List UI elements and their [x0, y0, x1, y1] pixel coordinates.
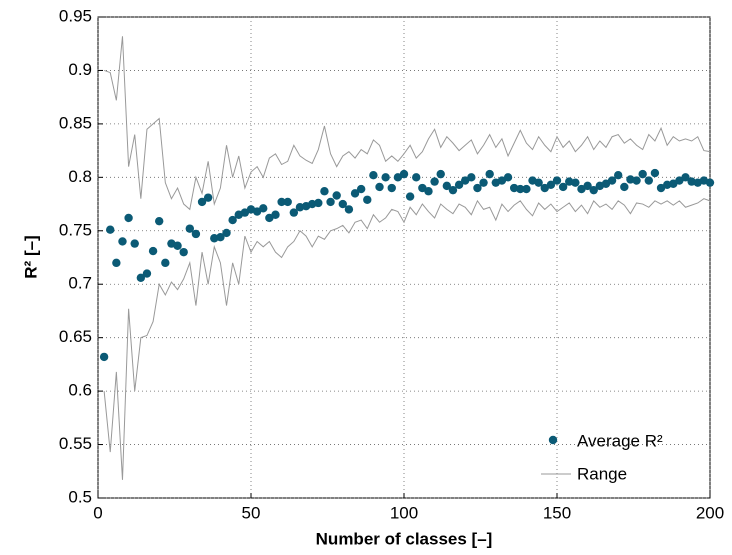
y-tick-label: 0.75	[59, 220, 92, 239]
y-tick-label: 0.8	[68, 167, 92, 186]
point	[387, 183, 396, 193]
point	[338, 199, 347, 209]
point	[571, 178, 580, 187]
point	[632, 176, 641, 185]
point	[155, 216, 164, 226]
point	[142, 269, 152, 278]
point	[534, 178, 543, 187]
x-axis-label: Number of classes [–]	[316, 529, 493, 548]
point	[332, 191, 341, 200]
point	[314, 198, 323, 208]
point	[522, 184, 531, 194]
point	[363, 195, 372, 204]
y-tick-label: 0.7	[68, 274, 92, 293]
range-line	[103, 198, 711, 480]
point	[369, 170, 378, 180]
legend-marker	[548, 435, 558, 445]
point	[216, 232, 225, 242]
point	[412, 173, 421, 182]
point	[583, 181, 592, 191]
x-tick-label: 200	[696, 503, 724, 522]
point	[326, 197, 335, 207]
point	[516, 184, 525, 194]
point	[356, 184, 366, 194]
point	[589, 185, 598, 195]
point	[430, 177, 439, 186]
point	[118, 237, 127, 246]
y-tick-label: 0.55	[59, 434, 92, 453]
point	[228, 215, 237, 225]
point	[191, 229, 201, 239]
x-tick-label: 150	[543, 503, 571, 522]
legend-label: Average R²	[577, 431, 663, 450]
point	[277, 197, 286, 207]
point	[705, 178, 715, 187]
point	[614, 170, 623, 180]
point	[424, 187, 433, 196]
x-tick-label: 50	[242, 503, 261, 522]
y-tick-label: 0.95	[59, 6, 92, 25]
point	[185, 224, 194, 233]
point	[320, 187, 329, 196]
point	[259, 204, 268, 213]
point	[681, 173, 690, 182]
point	[485, 169, 494, 179]
y-axis-label: R² [–]	[21, 235, 40, 278]
point	[289, 208, 299, 217]
point	[271, 210, 280, 219]
point	[136, 273, 146, 283]
point	[344, 205, 354, 214]
point	[203, 193, 213, 202]
point	[405, 192, 415, 201]
point	[650, 168, 660, 178]
x-tick-label: 0	[93, 503, 102, 522]
point	[222, 228, 231, 238]
point	[197, 197, 207, 207]
point	[375, 182, 384, 192]
point	[620, 182, 629, 192]
point	[99, 352, 109, 362]
y-tick-label: 0.5	[68, 487, 92, 506]
y-tick-label: 0.65	[59, 327, 92, 346]
legend-label: Range	[577, 464, 627, 483]
point	[381, 173, 390, 182]
point	[112, 258, 121, 268]
y-tick-label: 0.85	[59, 113, 92, 132]
point	[106, 225, 115, 234]
point	[546, 180, 556, 190]
point	[558, 182, 568, 192]
point	[479, 178, 488, 187]
point	[454, 180, 464, 190]
point	[130, 239, 139, 248]
y-tick-label: 0.9	[68, 60, 92, 79]
point	[442, 181, 452, 191]
point	[638, 169, 647, 179]
point	[399, 169, 409, 179]
point	[148, 246, 158, 256]
point	[161, 258, 170, 268]
x-tick-label: 100	[390, 503, 418, 522]
point	[124, 213, 133, 223]
point	[283, 197, 292, 207]
point	[350, 189, 360, 198]
point	[467, 173, 476, 182]
point	[448, 185, 458, 195]
point	[503, 173, 513, 182]
point	[179, 247, 188, 257]
y-tick-label: 0.6	[68, 381, 92, 400]
point	[607, 176, 617, 185]
point	[173, 241, 182, 250]
point	[552, 176, 562, 185]
range-line	[103, 36, 711, 211]
point	[473, 183, 482, 193]
point	[436, 169, 445, 179]
point	[644, 176, 653, 185]
